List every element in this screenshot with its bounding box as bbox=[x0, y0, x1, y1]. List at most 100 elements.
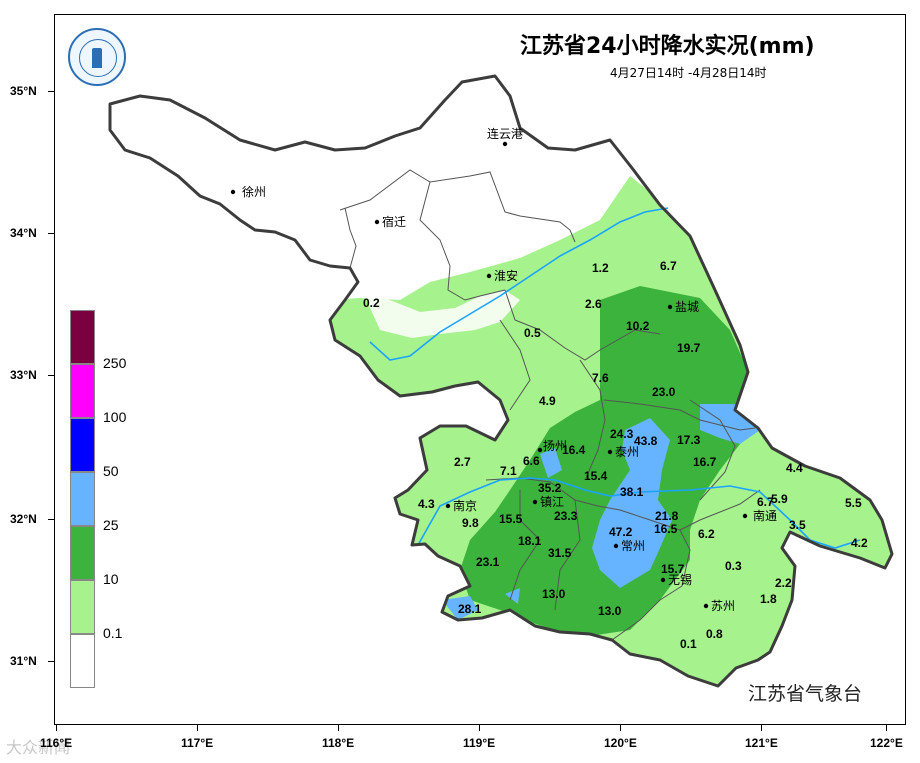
rainfall-value: 19.7 bbox=[677, 341, 701, 355]
city-dot bbox=[613, 543, 618, 548]
rainfall-value: 43.8 bbox=[634, 434, 658, 448]
rainfall-value: 3.5 bbox=[789, 518, 806, 532]
city-label: 盐城 bbox=[675, 300, 699, 314]
watermark: 大众新闻 bbox=[6, 738, 71, 757]
longitude-label: 117°E bbox=[181, 736, 214, 750]
latitude-label: 34°N bbox=[10, 226, 37, 240]
city-label: 淮安 bbox=[494, 268, 518, 283]
rainfall-value: 13.0 bbox=[598, 604, 622, 618]
legend-label: 50 bbox=[103, 463, 119, 479]
longitude-tick bbox=[479, 725, 480, 731]
rainfall-value: 18.1 bbox=[518, 534, 542, 548]
map-subtitle: 4月27日14时 -4月28日14时 bbox=[610, 66, 767, 80]
latitude-label: 32°N bbox=[10, 512, 37, 526]
rainfall-value: 2.6 bbox=[585, 297, 602, 311]
rainfall-value: 9.8 bbox=[462, 516, 479, 530]
city-label: 无锡 bbox=[668, 572, 692, 587]
rainfall-value: 7.6 bbox=[592, 371, 609, 385]
latitude-label: 35°N bbox=[10, 84, 37, 98]
latitude-tick bbox=[48, 375, 54, 376]
rainfall-value: 16.7 bbox=[693, 455, 717, 469]
legend-label: 0.1 bbox=[103, 625, 123, 641]
rainfall-value: 4.9 bbox=[539, 394, 556, 408]
rainfall-values: 1.2 6.7 0.2 2.6 10.2 0.5 19.7 7.6 4.9 23.0 24.3 43.… bbox=[363, 259, 868, 651]
rainfall-value: 15.4 bbox=[584, 469, 608, 483]
huai-river bbox=[368, 206, 668, 361]
city-label: 泰州 bbox=[615, 445, 639, 459]
rainfall-value: 6.7 bbox=[757, 495, 774, 509]
latitude-label: 31°N bbox=[10, 654, 37, 668]
city-dot bbox=[660, 577, 665, 582]
city-label: 扬州 bbox=[543, 438, 567, 453]
rainfall-value: 4.4 bbox=[786, 461, 803, 475]
longitude-label: 118°E bbox=[322, 736, 355, 750]
city-label: 连云港 bbox=[487, 126, 523, 141]
legend-swatch bbox=[70, 526, 95, 580]
rainfall-value: 23.3 bbox=[554, 509, 578, 523]
rainfall-value: 31.5 bbox=[548, 546, 572, 560]
longitude-tick bbox=[56, 725, 57, 731]
rainfall-value: 17.3 bbox=[677, 433, 701, 447]
rainfall-value: 10.2 bbox=[626, 319, 650, 333]
rainfall-value: 24.3 bbox=[610, 427, 634, 441]
rainfall-value: 1.2 bbox=[592, 261, 609, 275]
rainfall-value: 6.6 bbox=[523, 454, 540, 468]
city-dot bbox=[374, 219, 379, 224]
city-dot bbox=[486, 273, 491, 278]
city-label: 常州 bbox=[621, 539, 645, 553]
rainfall-value: 4.3 bbox=[418, 497, 435, 511]
latitude-tick bbox=[48, 661, 54, 662]
city-dot bbox=[703, 603, 708, 608]
rainfall-value: 28.1 bbox=[458, 602, 482, 616]
rainfall-value: 5.5 bbox=[845, 496, 862, 510]
rainfall-value: 0.2 bbox=[363, 296, 380, 310]
longitude-label: 121°E bbox=[745, 736, 778, 750]
city-label: 镇江 bbox=[540, 495, 564, 509]
city-dot bbox=[445, 503, 450, 508]
latitude-tick bbox=[48, 233, 54, 234]
city-dot bbox=[607, 449, 612, 454]
organization-label: 江苏省气象台 bbox=[748, 683, 863, 705]
rainfall-value: 47.2 bbox=[609, 525, 633, 539]
latitude-tick bbox=[48, 91, 54, 92]
rainfall-value: 2.7 bbox=[454, 455, 471, 469]
rainfall-value: 5.9 bbox=[771, 492, 788, 506]
legend-swatch bbox=[70, 634, 95, 688]
rainfall-value: 6.2 bbox=[698, 527, 715, 541]
city-label: 宿迁 bbox=[382, 214, 406, 229]
longitude-label: 119°E bbox=[463, 736, 496, 750]
city-dot bbox=[502, 141, 507, 146]
rainfall-value: 23.1 bbox=[476, 555, 500, 569]
longitude-tick bbox=[197, 725, 198, 731]
longitude-tick bbox=[761, 725, 762, 731]
rainfall-value: 2.2 bbox=[775, 576, 792, 590]
longitude-label: 116°E bbox=[40, 736, 73, 750]
rainfall-value: 38.1 bbox=[620, 485, 644, 499]
latitude-tick bbox=[48, 519, 54, 520]
legend-swatch bbox=[70, 364, 95, 418]
rainfall-value: 13.0 bbox=[542, 587, 566, 601]
legend-label: 250 bbox=[103, 355, 127, 371]
legend-swatch bbox=[70, 580, 95, 634]
city-dot bbox=[667, 304, 672, 309]
rainfall-value: 15.5 bbox=[499, 512, 523, 526]
legend-swatch bbox=[70, 418, 95, 472]
rainfall-value: 7.1 bbox=[500, 464, 517, 478]
map-title: 江苏省24小时降水实况(mm) bbox=[520, 34, 815, 59]
rainfall-value: 16.5 bbox=[654, 522, 678, 536]
rainfall-value: 6.7 bbox=[660, 259, 677, 273]
legend-swatch bbox=[70, 472, 95, 526]
longitude-tick bbox=[620, 725, 621, 731]
rainfall-value: 0.1 bbox=[680, 637, 697, 651]
city-label: 南通 bbox=[753, 508, 777, 523]
map-frame: 连云港 徐州 宿迁 淮安 盐城 扬州 泰州 南京 镇江 常州 南通 无锡 苏州 1.2 6.7 0.2 2.6… bbox=[54, 14, 906, 725]
city-label: 苏州 bbox=[711, 599, 735, 613]
rainfall-value: 4.2 bbox=[851, 536, 868, 550]
rainfall-value: 0.5 bbox=[524, 326, 541, 340]
city-label: 南京 bbox=[453, 498, 477, 513]
legend-label: 100 bbox=[103, 409, 127, 425]
logo-seal bbox=[68, 28, 126, 86]
rainfall-value: 35.2 bbox=[538, 481, 562, 495]
